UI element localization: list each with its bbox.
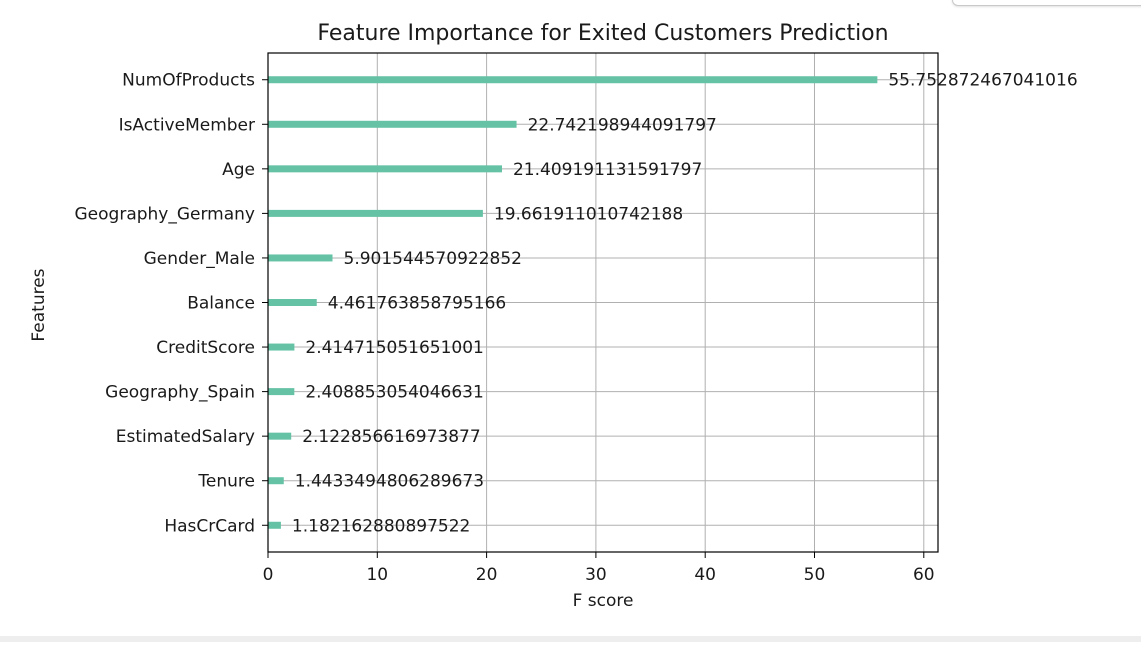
data-label: 22.742198944091797 [528, 115, 717, 135]
y-tick-label: Tenure [197, 472, 255, 492]
y-tick-label: Gender_Male [144, 249, 255, 269]
x-tick-label: 50 [804, 565, 826, 585]
data-label: 5.901544570922852 [344, 249, 522, 269]
data-label: 2.414715051651001 [305, 338, 483, 358]
data-label: 4.461763858795166 [328, 294, 506, 314]
bar [268, 477, 284, 485]
y-tick-label: Age [222, 160, 255, 180]
bars [268, 76, 878, 529]
bar [268, 299, 317, 306]
bar [268, 521, 281, 529]
y-tick-label: CreditScore [156, 338, 255, 358]
data-label: 19.661911010742188 [494, 204, 683, 224]
x-tick-label: 40 [694, 565, 716, 585]
chart-title: Feature Importance for Exited Customers … [317, 21, 888, 46]
x-axis-label: F score [573, 591, 634, 611]
y-tick-label: EstimatedSalary [116, 427, 255, 447]
bottom-strip [0, 636, 1141, 642]
bar [268, 76, 878, 84]
window-edge [952, 0, 1141, 6]
data-label: 2.408853054046631 [305, 383, 483, 403]
x-tick-labels: 0 10 20 30 40 50 60 [263, 552, 935, 585]
x-tick-label: 20 [476, 565, 498, 585]
y-axis-label: Features [29, 268, 49, 341]
data-label: 21.409191131591797 [513, 160, 702, 180]
y-tick-label: Geography_Germany [75, 204, 256, 224]
value-labels: 55.752872467041016 22.742198944091797 21.4… [292, 71, 1078, 537]
bar [268, 254, 333, 262]
x-tick-label: 10 [366, 565, 388, 585]
y-tick-labels: NumOfProducts IsActiveMember Age Geography_… [75, 71, 268, 536]
y-tick-label: HasCrCard [164, 516, 255, 536]
y-tick-label: IsActiveMember [119, 115, 255, 135]
y-tick-label: Geography_Spain [105, 383, 255, 403]
bar [268, 343, 295, 351]
data-label: 2.122856616973877 [302, 427, 480, 447]
bar [268, 388, 295, 396]
y-tick-label: NumOfProducts [122, 71, 255, 91]
x-tick-label: 60 [913, 565, 935, 585]
bar [268, 432, 292, 440]
bar [268, 165, 502, 173]
plot-frame [267, 52, 939, 553]
data-label: 1.4433494806289673 [295, 472, 484, 492]
x-tick-label: 30 [585, 565, 607, 585]
data-label: 1.182162880897522 [292, 516, 470, 536]
x-tick-label: 0 [263, 565, 274, 585]
bar [268, 209, 483, 217]
data-label: 55.752872467041016 [888, 71, 1077, 91]
y-tick-label: Balance [187, 294, 255, 314]
bar [268, 120, 517, 128]
